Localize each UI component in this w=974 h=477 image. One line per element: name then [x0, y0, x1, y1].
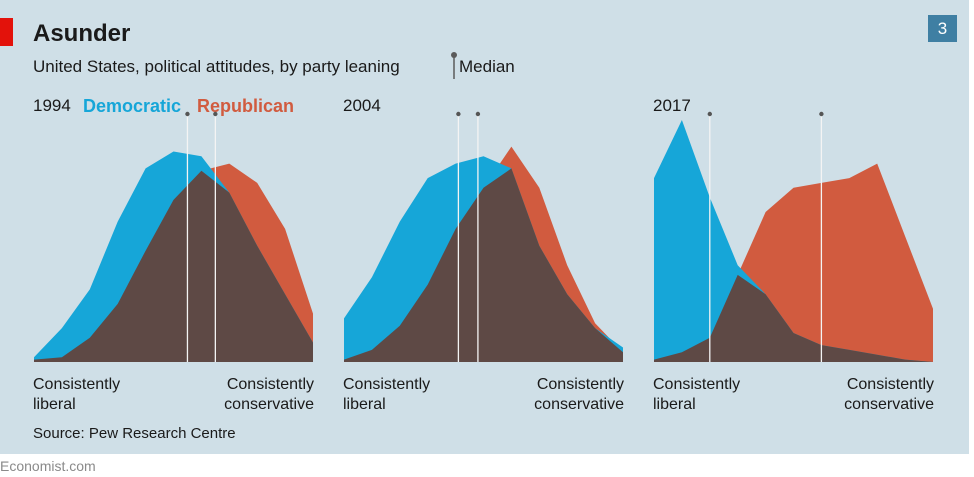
axis-left-line1: Consistently: [343, 376, 431, 393]
axis-right-line1: Consistently: [846, 376, 934, 393]
median-marker-icon: [451, 52, 457, 79]
chart-number-badge: 3: [928, 15, 957, 42]
axis-right-label-2004: Consistently conservative: [524, 375, 624, 415]
axis-left-line1: Consistently: [33, 376, 121, 393]
axis-right-line2: conservative: [224, 396, 314, 413]
axis-right-label-1994: Consistently conservative: [214, 375, 314, 415]
overlap-area-2017: [654, 274, 933, 362]
axis-right-line1: Consistently: [226, 376, 314, 393]
axis-right-line1: Consistently: [536, 376, 624, 393]
axis-left-line2: liberal: [343, 396, 386, 413]
axis-left-label-2017: Consistently liberal: [653, 375, 740, 415]
republican-median-dot-2004: [475, 111, 481, 117]
axis-left-label-2004: Consistently liberal: [343, 375, 430, 415]
republican-median-dot-2017: [819, 111, 824, 117]
axis-left-line1: Consistently: [653, 376, 741, 393]
overlap-area-2004: [344, 168, 623, 362]
axis-right-line2: conservative: [534, 396, 624, 413]
democratic-median-dot-2017: [707, 111, 712, 117]
axis-right-label-2017: Consistently conservative: [834, 375, 934, 415]
republican-median-dot-1994: [213, 111, 218, 117]
overlap-area-1994: [34, 170, 313, 362]
chart-subtitle: United States, political attitudes, by p…: [33, 57, 400, 76]
axis-left-line2: liberal: [33, 396, 76, 413]
legend-republican: Republican: [197, 96, 295, 116]
axis-right-line2: conservative: [844, 396, 934, 413]
democratic-median-dot-2004: [456, 111, 461, 117]
axis-left-line2: liberal: [653, 396, 696, 413]
brand-red-tab: [0, 18, 13, 46]
footer-credit: Economist.com: [0, 458, 96, 474]
year-label-1994: 1994: [33, 96, 71, 115]
year-label-2017: 2017: [653, 96, 691, 115]
legend-democratic: Democratic: [83, 96, 182, 116]
source-note: Source: Pew Research Centre: [33, 425, 236, 442]
democratic-area-2017: [654, 120, 933, 362]
year-label-2004: 2004: [343, 96, 381, 115]
chart-title: Asunder: [33, 20, 131, 47]
democratic-median-dot-1994: [185, 111, 190, 117]
median-key-label: Median: [459, 57, 515, 76]
axis-left-label-1994: Consistently liberal: [33, 375, 120, 415]
